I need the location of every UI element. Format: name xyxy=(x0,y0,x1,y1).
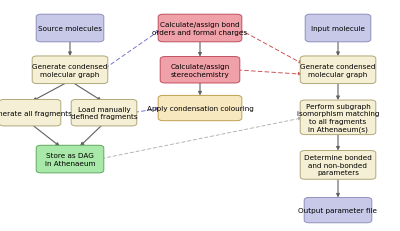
FancyBboxPatch shape xyxy=(160,57,240,84)
Text: Determine bonded
and non-bonded
parameters: Determine bonded and non-bonded paramete… xyxy=(304,155,372,176)
FancyBboxPatch shape xyxy=(32,57,108,84)
FancyBboxPatch shape xyxy=(158,15,242,43)
Text: Generate condensed
molecular graph: Generate condensed molecular graph xyxy=(300,64,376,77)
Text: Apply condensation colouring: Apply condensation colouring xyxy=(146,106,254,112)
Text: Generate condensed
molecular graph: Generate condensed molecular graph xyxy=(32,64,108,77)
Text: Perform subgraph
isomorphism matching
to all fragments
in Athenaeum(s): Perform subgraph isomorphism matching to… xyxy=(297,103,379,132)
FancyBboxPatch shape xyxy=(305,15,371,43)
FancyBboxPatch shape xyxy=(71,100,137,126)
Text: Source molecules: Source molecules xyxy=(38,26,102,32)
Text: Store as DAG
in Athenaeum: Store as DAG in Athenaeum xyxy=(45,153,95,166)
Text: Calculate/assign
stereochemistry: Calculate/assign stereochemistry xyxy=(170,64,230,77)
Text: Output parameter file: Output parameter file xyxy=(298,207,378,213)
FancyBboxPatch shape xyxy=(300,151,376,179)
FancyBboxPatch shape xyxy=(304,198,372,223)
FancyBboxPatch shape xyxy=(300,57,376,84)
Text: Calculate/assign bond
orders and formal charges: Calculate/assign bond orders and formal … xyxy=(152,22,248,36)
Text: Load manually
defined fragments: Load manually defined fragments xyxy=(71,106,137,120)
FancyBboxPatch shape xyxy=(36,15,104,43)
FancyBboxPatch shape xyxy=(158,96,242,121)
FancyBboxPatch shape xyxy=(36,146,104,173)
Text: Input molecule: Input molecule xyxy=(311,26,365,32)
FancyBboxPatch shape xyxy=(300,101,376,135)
FancyBboxPatch shape xyxy=(0,100,61,126)
Text: Generate all fragments: Generate all fragments xyxy=(0,110,72,116)
